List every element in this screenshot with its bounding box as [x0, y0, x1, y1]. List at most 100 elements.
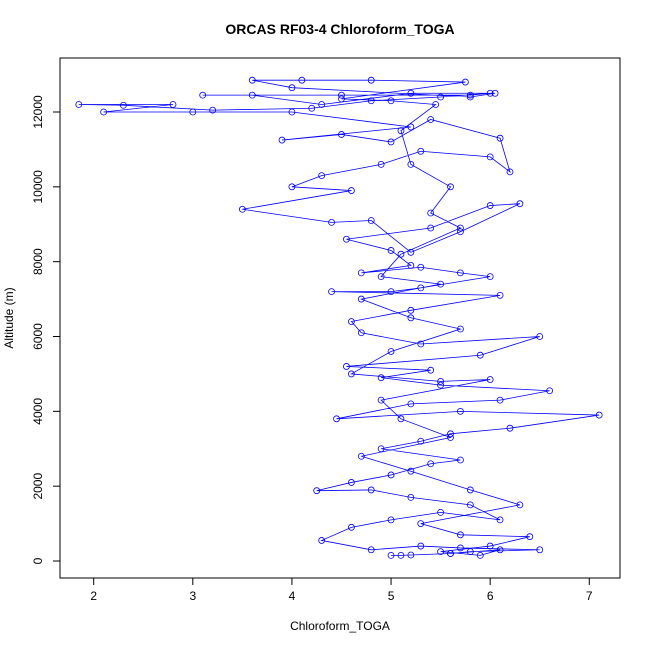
data-point	[318, 101, 326, 108]
data-point	[595, 411, 603, 419]
data-point	[367, 486, 375, 494]
data-point	[437, 381, 445, 389]
data-point	[486, 89, 494, 97]
data-point	[437, 93, 445, 101]
data-point	[407, 314, 415, 322]
y-tick-label: 6000	[31, 323, 45, 350]
data-point	[120, 101, 127, 109]
data-point	[476, 551, 484, 559]
y-axis-label: Altitude (m)	[2, 287, 16, 348]
data-point	[457, 228, 464, 236]
data-point	[189, 108, 197, 116]
data-point	[417, 520, 425, 527]
data-point	[397, 250, 405, 258]
data-point	[100, 108, 108, 116]
data-point	[457, 224, 464, 232]
data-point	[427, 460, 435, 468]
data-point	[338, 91, 345, 99]
data-point	[397, 127, 405, 135]
data-point	[427, 209, 435, 217]
x-tick-label: 5	[388, 589, 395, 603]
data-point	[328, 218, 335, 226]
data-point	[496, 134, 504, 142]
data-point	[407, 467, 415, 475]
data-point	[526, 533, 534, 541]
data-point	[338, 131, 345, 138]
data-point	[486, 376, 494, 383]
data-point	[476, 351, 484, 359]
data-point	[496, 516, 504, 524]
data-point	[347, 523, 355, 531]
x-tick-label: 6	[487, 589, 494, 603]
data-point	[437, 508, 445, 516]
data-point	[347, 370, 355, 378]
data-point	[447, 183, 454, 191]
data-point	[516, 200, 524, 208]
data-point	[367, 97, 375, 105]
data-point	[407, 248, 415, 256]
y-tick-label: 0	[31, 557, 45, 564]
data-point	[238, 205, 246, 213]
data-point	[357, 269, 365, 277]
data-point	[313, 487, 321, 495]
data-point	[437, 378, 445, 385]
data-point	[209, 106, 217, 114]
data-point	[466, 548, 474, 556]
data-point	[377, 445, 385, 453]
data-point	[506, 424, 514, 432]
plot-frame	[59, 57, 621, 579]
data-point	[407, 551, 415, 559]
data-point	[457, 544, 464, 552]
data-point	[491, 89, 499, 97]
data-point	[407, 123, 415, 131]
data-point	[417, 542, 425, 550]
data-point	[377, 374, 385, 382]
y-tick-label: 2000	[31, 473, 45, 500]
data-point	[437, 280, 445, 288]
data-point	[457, 531, 464, 539]
data-point	[437, 548, 445, 556]
data-point	[343, 363, 350, 370]
data-point	[417, 340, 425, 348]
data-point	[427, 366, 435, 374]
data-point	[397, 551, 405, 559]
data-point	[486, 153, 494, 161]
data-point	[417, 437, 425, 445]
data-point	[536, 333, 544, 340]
data-point	[288, 183, 296, 191]
data-point	[466, 501, 474, 509]
data-point	[308, 104, 316, 112]
data-point	[377, 273, 385, 281]
data-point	[347, 479, 355, 486]
data-point	[417, 263, 425, 271]
data-point	[427, 224, 435, 232]
data-point	[367, 217, 375, 224]
data-point	[387, 551, 395, 559]
data-point	[457, 407, 464, 415]
data-point	[199, 91, 207, 99]
data-point	[447, 434, 454, 441]
data-point	[387, 288, 395, 296]
data-point	[387, 247, 395, 254]
x-tick-label: 4	[289, 589, 296, 603]
data-point	[288, 84, 296, 92]
y-tick-label: 8000	[31, 248, 45, 275]
x-tick-label: 3	[189, 589, 196, 603]
data-point	[288, 108, 296, 116]
data-point	[536, 546, 544, 554]
data-point	[407, 160, 415, 168]
data-point	[387, 516, 395, 524]
y-tick-label: 10000	[31, 170, 45, 204]
data-point	[457, 325, 464, 333]
data-point	[387, 97, 395, 105]
data-point	[387, 348, 395, 355]
data-point	[357, 329, 365, 337]
data-point	[377, 396, 385, 404]
data-point	[466, 91, 474, 99]
data-point	[417, 147, 425, 155]
y-tick-label: 12000	[31, 95, 45, 129]
data-point	[347, 187, 355, 194]
data-point	[407, 89, 415, 97]
data-point	[447, 430, 454, 438]
